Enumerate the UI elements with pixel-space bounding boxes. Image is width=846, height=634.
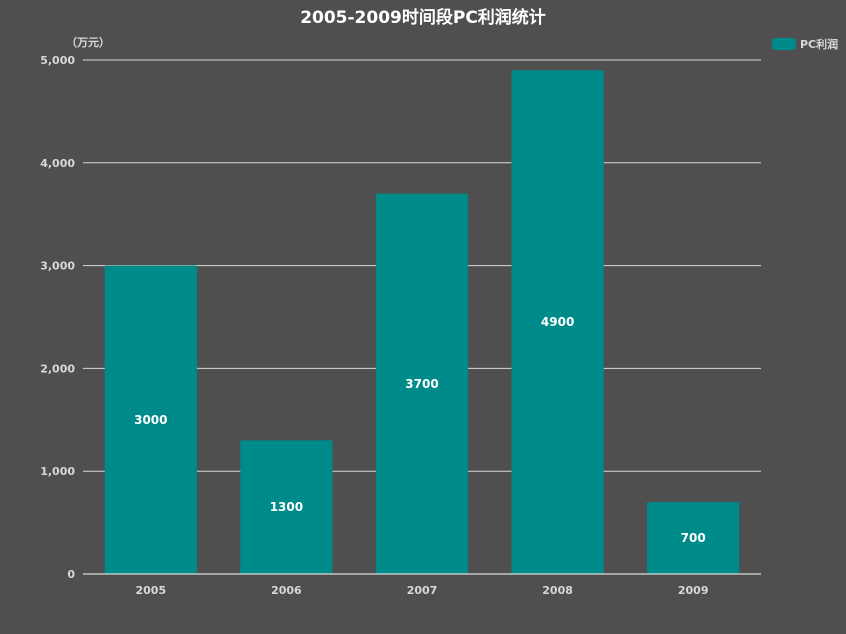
x-tick-label-2006: 2006 [271, 584, 302, 597]
bar-2005[interactable] [104, 265, 197, 574]
y-tick-label: 2,000 [40, 362, 75, 375]
y-tick-label: 4,000 [40, 157, 75, 170]
legend-swatch[interactable] [772, 38, 796, 50]
y-tick-label: 0 [67, 568, 75, 581]
bar-2008[interactable] [511, 70, 604, 574]
data-label-2009: 700 [681, 531, 706, 545]
data-label-2005: 3000 [134, 413, 167, 427]
bar-2009[interactable] [647, 502, 740, 574]
data-label-2006: 1300 [270, 500, 303, 514]
data-label-2008: 4900 [541, 315, 574, 329]
legend[interactable]: PC利润 [772, 37, 838, 51]
y-axis-unit: （万元） [66, 36, 110, 49]
bar-2006[interactable] [240, 440, 333, 574]
bar-2007[interactable] [375, 193, 469, 574]
x-tick-label-2008: 2008 [542, 584, 573, 597]
x-axis-ticks: 2005 2006 2007 2008 2009 [135, 584, 708, 597]
y-axis-ticks: 0 1,000 2,000 3,000 4,000 5,000 [40, 54, 75, 581]
x-tick-label-2009: 2009 [678, 584, 709, 597]
data-labels: 3000 1300 3700 4900 700 [134, 315, 706, 545]
y-tick-label: 1,000 [40, 465, 75, 478]
legend-label[interactable]: PC利润 [800, 37, 838, 51]
chart-title: 2005-2009时间段PC利润统计 [300, 7, 546, 28]
x-tick-label-2005: 2005 [135, 584, 166, 597]
y-tick-label: 3,000 [40, 260, 75, 273]
data-label-2007: 3700 [405, 377, 438, 391]
y-tick-label: 5,000 [40, 54, 75, 67]
bars [104, 70, 740, 574]
x-tick-label-2007: 2007 [407, 584, 438, 597]
